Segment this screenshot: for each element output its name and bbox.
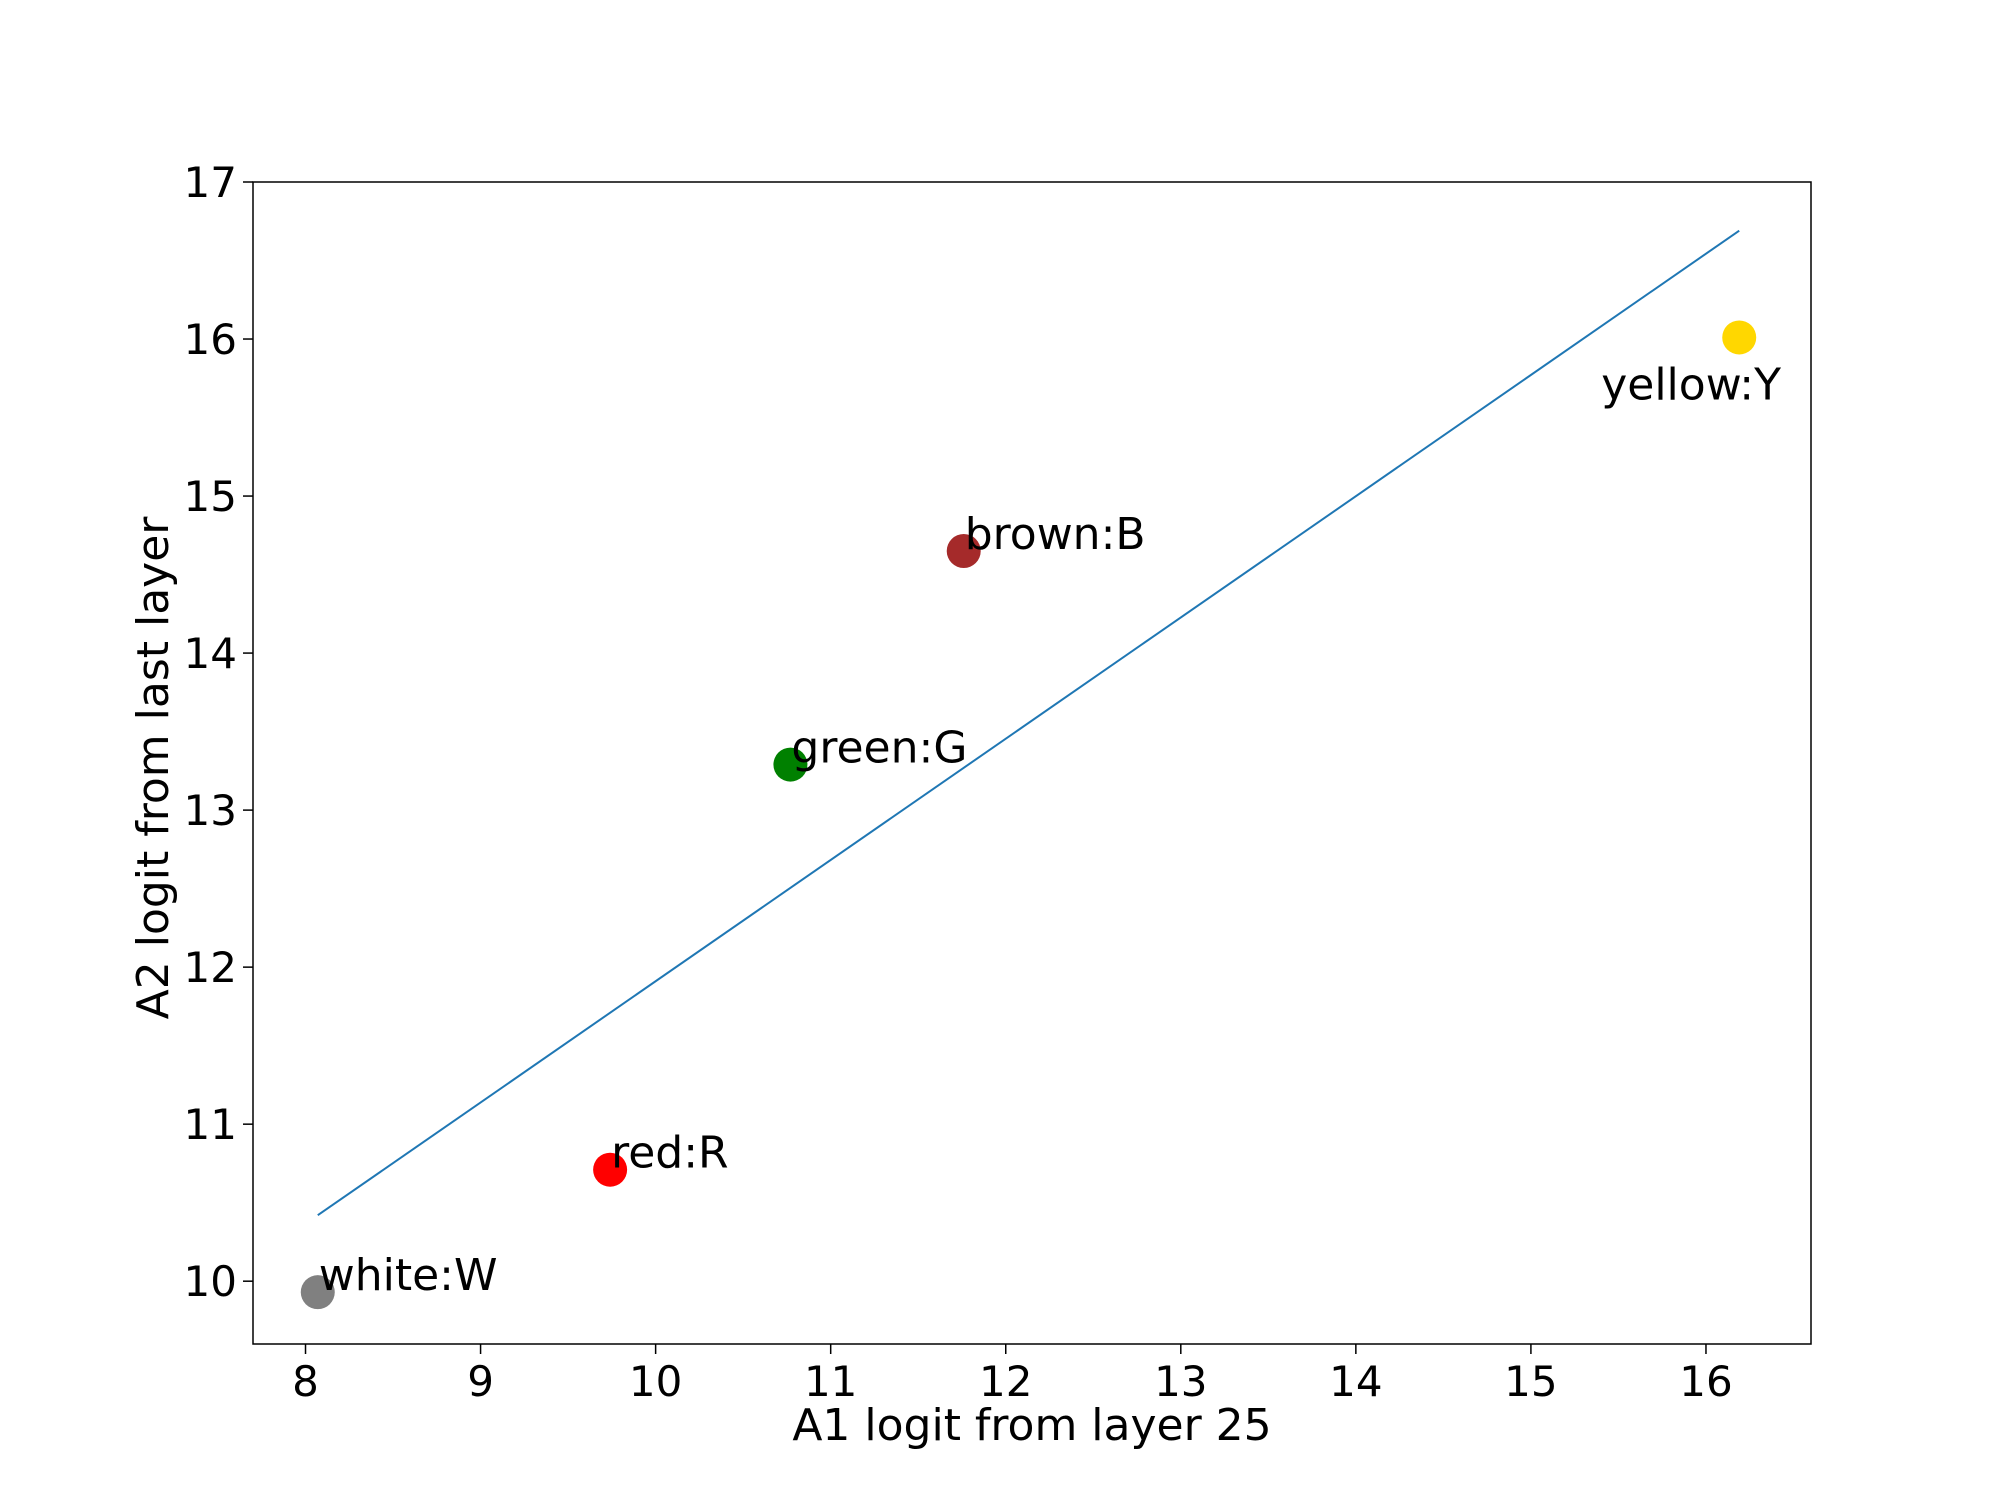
x-tick-label: 8 [292, 1357, 319, 1406]
x-tick-label: 10 [629, 1357, 682, 1406]
fit-line [317, 229, 1740, 1217]
y-tick-label: 14 [184, 629, 237, 678]
plot-frame [252, 181, 1812, 1345]
x-tick-label: 15 [1504, 1357, 1557, 1406]
point-label: white:W [319, 1250, 498, 1301]
y-axis: 10 11 12 13 14 15 16 17 [184, 158, 253, 1306]
y-tick-label: 11 [184, 1100, 237, 1149]
y-tick-label: 12 [184, 943, 237, 992]
data-point [946, 534, 981, 569]
x-tick-label: 14 [1329, 1357, 1382, 1406]
y-tick-label: 10 [184, 1257, 237, 1306]
y-tick-label: 16 [184, 315, 237, 364]
points-layer: white:W red:R green:G brown:B yellow:Y [300, 320, 1781, 1310]
point-label: yellow:Y [1601, 359, 1781, 410]
y-tick-label: 15 [184, 472, 237, 521]
point-label: green:G [791, 723, 967, 774]
point-label: brown:B [965, 509, 1146, 560]
x-tick-label: 9 [467, 1357, 494, 1406]
y-tick-label: 17 [184, 158, 237, 207]
y-axis-label: A2 logit from last layer [128, 516, 179, 1020]
y-tick-label: 13 [184, 786, 237, 835]
data-point [300, 1275, 335, 1310]
data-point [773, 747, 808, 782]
fit-line-layer [317, 229, 1740, 1217]
data-point [1722, 320, 1757, 355]
x-tick-label: 16 [1679, 1357, 1732, 1406]
x-tick-label: 12 [979, 1357, 1032, 1406]
data-point [593, 1152, 628, 1187]
x-tick-label: 11 [804, 1357, 857, 1406]
x-axis: 8 9 10 11 12 13 14 15 16 [292, 1344, 1733, 1406]
x-tick-label: 13 [1154, 1357, 1207, 1406]
point-label: red:R [611, 1128, 729, 1179]
x-axis-label: A1 logit from layer 25 [792, 1400, 1271, 1451]
